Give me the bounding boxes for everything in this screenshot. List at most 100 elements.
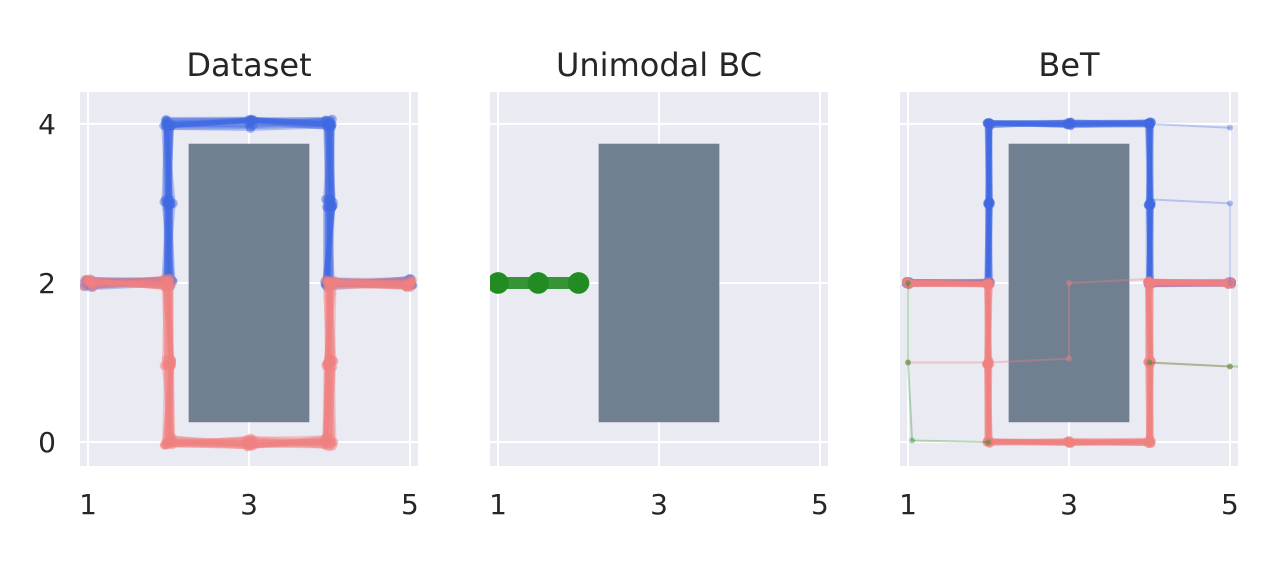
series-2-line [88,275,413,448]
x-tick-label: 5 [1221,488,1239,521]
series-1-point [982,198,992,208]
series-1-point [1227,277,1237,287]
series-2-line [90,277,411,449]
series-1-point [325,202,335,212]
series-1-point [983,118,993,128]
series-2-point [405,278,415,288]
series-1-point [326,120,336,130]
series-1-point [984,121,994,131]
series-1-point [1226,278,1236,288]
series-2-point [321,437,331,447]
series-2-point [983,436,993,446]
x-tick-label: 3 [1060,488,1078,521]
series-2-point [164,354,174,364]
series-2-point [323,358,333,368]
series-2-point [1143,277,1153,287]
series-2-point [161,355,171,365]
series-1-point [405,275,415,285]
series-1-point [1145,117,1155,127]
series-2-point [1145,436,1155,446]
series-2-point [1225,278,1235,288]
series-1-point [1063,119,1073,129]
series-5-point [985,359,992,366]
series-6-point [1226,363,1233,370]
series-2-point [982,359,992,369]
series-2-point [1145,359,1155,369]
series-1-line [905,120,1232,288]
series-2-point [406,282,416,292]
series-1-point [405,275,415,285]
series-2-line [90,279,412,445]
series-2-point [1143,280,1153,290]
series-2-point [167,357,177,367]
series-2-point [245,434,255,444]
series-2-point [166,355,176,365]
series-2-point [983,358,993,368]
series-1-point [984,276,994,286]
series-1-point [1064,118,1074,128]
series-1-point [88,282,98,292]
x-tick-label: 1 [899,488,917,521]
series-2-point [246,441,256,451]
series-1-point [983,276,993,286]
y-tick-label: 2 [38,267,56,300]
series-1-point [248,121,258,131]
series-1-point [327,203,337,213]
series-2-point [166,434,176,444]
series-2-point [1143,277,1153,287]
series-2-point [324,279,334,289]
series-2-point [329,356,339,366]
series-2-point [984,280,994,290]
series-2-point [404,282,414,292]
series-1-point [1144,120,1154,130]
series-1-line [90,118,415,289]
series-2-point [1146,277,1156,287]
series-2-point [1146,436,1156,446]
series-2-line [86,278,415,449]
series-1-point [901,279,911,289]
series-2-point [1143,278,1153,288]
series-2-point [1224,279,1234,289]
series-2-point [324,278,334,288]
series-2-line [86,276,414,449]
series-1-point [1145,277,1155,287]
series-2-point [904,279,914,289]
series-2-point [1146,358,1156,368]
series-3-line [1148,122,1231,129]
series-1-point [163,198,173,208]
series-1-point [1146,120,1156,130]
series-2-point [1146,356,1156,366]
series-2-point [245,441,255,451]
series-2-point [247,440,257,450]
series-2-point [1145,437,1155,447]
series-1-point [161,120,171,130]
series-1-point [159,197,169,207]
series-2-point [84,277,94,287]
series-2-point [1143,435,1153,445]
series-1-point [905,277,915,287]
series-1-point [1143,200,1153,210]
series-2-point [1146,437,1156,447]
series-2-line [83,277,409,449]
series-2-point [325,435,335,445]
series-2-point [1144,277,1154,287]
series-2-point [325,283,335,293]
series-2-point [168,433,178,443]
series-1-point [322,122,332,132]
series-1-point [404,278,414,288]
series-2-point [321,441,331,451]
series-2-point [166,359,176,369]
series-2-point [160,282,170,292]
series-1-point [165,194,175,204]
series-1-point [1146,279,1156,289]
series-7-point [909,437,916,444]
obstacle [1008,143,1130,423]
series-7-point [905,359,912,366]
series-1-point [1145,279,1155,289]
series-1-point [406,273,416,283]
series-2-point [323,433,333,443]
series-1-point [327,278,337,288]
x-tick-label: 5 [401,488,419,521]
series-1-point [327,120,337,130]
series-1-line [904,119,1231,288]
